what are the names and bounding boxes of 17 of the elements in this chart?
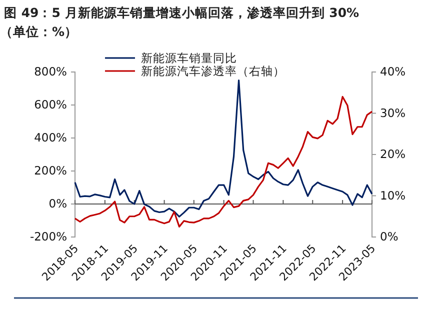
y-tick-label: 0% xyxy=(48,196,68,211)
y-tick-label: 200% xyxy=(34,164,68,178)
y2-tick-label: 20% xyxy=(380,147,406,162)
y-tick-label: 600% xyxy=(34,98,68,112)
legend-label: 新能源车销量同比 xyxy=(141,51,237,65)
line-series xyxy=(74,96,373,228)
y2-tick-label: 0% xyxy=(380,230,398,244)
y2-tick-label: 10% xyxy=(380,188,406,202)
line-series xyxy=(74,79,373,218)
legend-label: 新能源汽车渗透率（右轴） xyxy=(141,64,285,78)
chart-title: 图 49：5 月新能源车销量增速小幅回落，渗透率回升到 30% xyxy=(4,5,360,20)
y-tick-label: -200% xyxy=(30,230,68,244)
y2-tick-label: 40% xyxy=(380,64,406,79)
y-tick-label: 800% xyxy=(34,64,68,79)
y-tick-label: 400% xyxy=(34,130,68,145)
y2-tick-label: 30% xyxy=(380,106,406,120)
chart-subtitle: （单位：%） xyxy=(0,24,78,39)
